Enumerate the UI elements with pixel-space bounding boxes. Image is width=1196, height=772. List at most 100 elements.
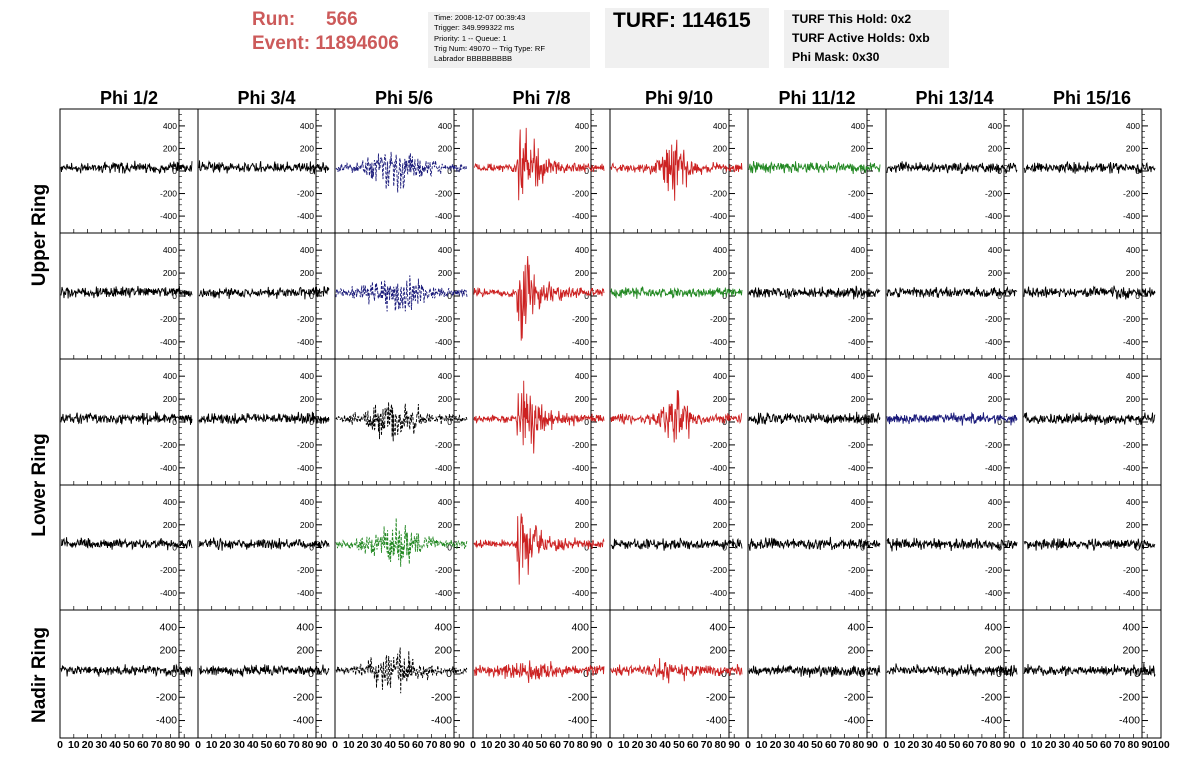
y-tick-label: 200 [438, 268, 452, 278]
y-tick-label: 400 [847, 621, 865, 633]
column-title: Phi 15/16 [1053, 88, 1131, 108]
y-tick-label: 200 [984, 645, 1002, 657]
x-tick-label: 10 [894, 739, 906, 751]
panel-frame [334, 108, 474, 234]
waveform-trace [335, 518, 468, 567]
y-tick-label: -400 [293, 715, 314, 727]
x-tick-label: 90 [315, 739, 327, 751]
x-tick-label: 10 [756, 739, 768, 751]
y-tick-label: 400 [571, 621, 589, 633]
x-tick-label: 70 [288, 739, 300, 751]
panel-frame [747, 609, 887, 739]
waveform-trace [886, 663, 1018, 677]
y-tick-label: 200 [1122, 645, 1140, 657]
y-tick-label: 400 [438, 245, 452, 255]
y-tick-label: 0 [721, 668, 727, 680]
y-tick-label: -400 [435, 211, 452, 221]
y-tick-label: 0 [447, 291, 452, 301]
waveform-panel: 400 200 0 -200 -400 [1022, 358, 1162, 486]
waveform-panel: 400 200 0 -200 -400 [197, 609, 336, 739]
y-tick-label: 200 [159, 645, 177, 657]
y-tick-label: 200 [300, 394, 314, 404]
turf-active-holds: TURF Active Holds: 0xb [792, 31, 930, 45]
x-tick-label: 80 [577, 739, 589, 751]
y-tick-label: 0 [1135, 291, 1140, 301]
y-tick-label: -200 [160, 189, 177, 199]
waveform-panel: 400 200 0 -200 -400 [197, 108, 336, 234]
y-tick-label: 0 [172, 543, 177, 553]
y-tick-label: 200 [988, 394, 1002, 404]
y-tick-label: 200 [575, 143, 589, 153]
x-tick-label: 20 [82, 739, 94, 751]
x-tick-label: 20 [220, 739, 232, 751]
y-tick-label: -200 [568, 691, 589, 703]
info-priority: Priority: 1 -- Queue: 1 [434, 33, 507, 43]
y-tick-label: -200 [297, 440, 314, 450]
x-tick-label: 90 [728, 739, 740, 751]
x-tick-label: 0 [470, 739, 476, 751]
y-tick-label: 200 [988, 268, 1002, 278]
y-tick-label: -400 [160, 588, 177, 598]
y-tick-label: 200 [709, 645, 727, 657]
waveform-trace [886, 285, 1018, 299]
x-tick-label: 70 [839, 739, 851, 751]
y-tick-label: -200 [985, 440, 1002, 450]
panel-frame [197, 358, 336, 486]
waveform-panel: 400 200 0 -200 -400 [609, 609, 749, 739]
y-tick-label: 400 [851, 371, 865, 381]
waveform-trace [473, 255, 605, 341]
y-tick-label: -400 [1123, 211, 1140, 221]
waveform-trace [886, 411, 1018, 426]
waveform-trace [1023, 412, 1156, 426]
x-tick-label: 50 [673, 739, 685, 751]
info-time: Time: 2008-12-07 00:39:43 [434, 13, 526, 22]
y-tick-label: 0 [860, 166, 865, 176]
waveform-panel: 400 200 0 -200 -400 [472, 609, 611, 739]
x-tick-label: 10 [206, 739, 218, 751]
column-title: Phi 7/8 [512, 88, 570, 108]
y-tick-label: -400 [572, 337, 589, 347]
waveform-trace [198, 537, 330, 551]
x-tick-label: 80 [715, 739, 727, 751]
waveform-trace [335, 275, 468, 312]
column-title: Phi 3/4 [237, 88, 295, 108]
x-tick-label: 10 [481, 739, 493, 751]
x-tick-label: 20 [357, 739, 369, 751]
waveform-panel: 400 200 0 -200 -400 [334, 232, 474, 360]
x-tick-label: 0 [745, 739, 751, 751]
x-tick-label: 80 [990, 739, 1002, 751]
y-tick-label: -400 [985, 588, 1002, 598]
info-trig-num: Trig Num: 49070 -- Trig Type: RF [434, 43, 545, 53]
y-tick-label: 0 [860, 417, 865, 427]
y-tick-label: 400 [163, 497, 177, 507]
y-tick-label: 200 [1126, 268, 1140, 278]
waveform-panel: 400 200 0 -200 -400 [1022, 232, 1162, 360]
y-tick-label: -400 [160, 463, 177, 473]
y-tick-label: 200 [851, 520, 865, 530]
waveform-trace [886, 537, 1018, 552]
waveform-panel: 400 200 0 -200 -400 [197, 484, 336, 611]
y-tick-label: -400 [981, 715, 1002, 727]
panel-frame [885, 232, 1024, 360]
y-tick-label: -200 [1123, 565, 1140, 575]
y-tick-label: 400 [988, 121, 1002, 131]
x-tick-label: 10 [68, 739, 80, 751]
x-tick-label: 90 [590, 739, 602, 751]
y-tick-label: 0 [446, 668, 452, 680]
y-tick-label: 0 [722, 291, 727, 301]
waveform-trace [748, 161, 881, 175]
waveform-trace [1023, 285, 1156, 300]
y-tick-label: -200 [848, 565, 865, 575]
y-tick-label: 200 [300, 268, 314, 278]
y-tick-label: 400 [1126, 371, 1140, 381]
waveform-panel: 400 200 0 -200 -400 [59, 358, 199, 486]
y-tick-label: 0 [997, 417, 1002, 427]
turf-value: TURF: 114615 [613, 9, 751, 32]
x-tick-label: 40 [1072, 739, 1084, 751]
x-tick-label: 90 [1141, 739, 1153, 751]
y-tick-label: 200 [713, 143, 727, 153]
panel-frame [472, 484, 611, 611]
y-tick-label: 200 [575, 394, 589, 404]
y-tick-label: -400 [848, 588, 865, 598]
x-tick-label: 20 [632, 739, 644, 751]
